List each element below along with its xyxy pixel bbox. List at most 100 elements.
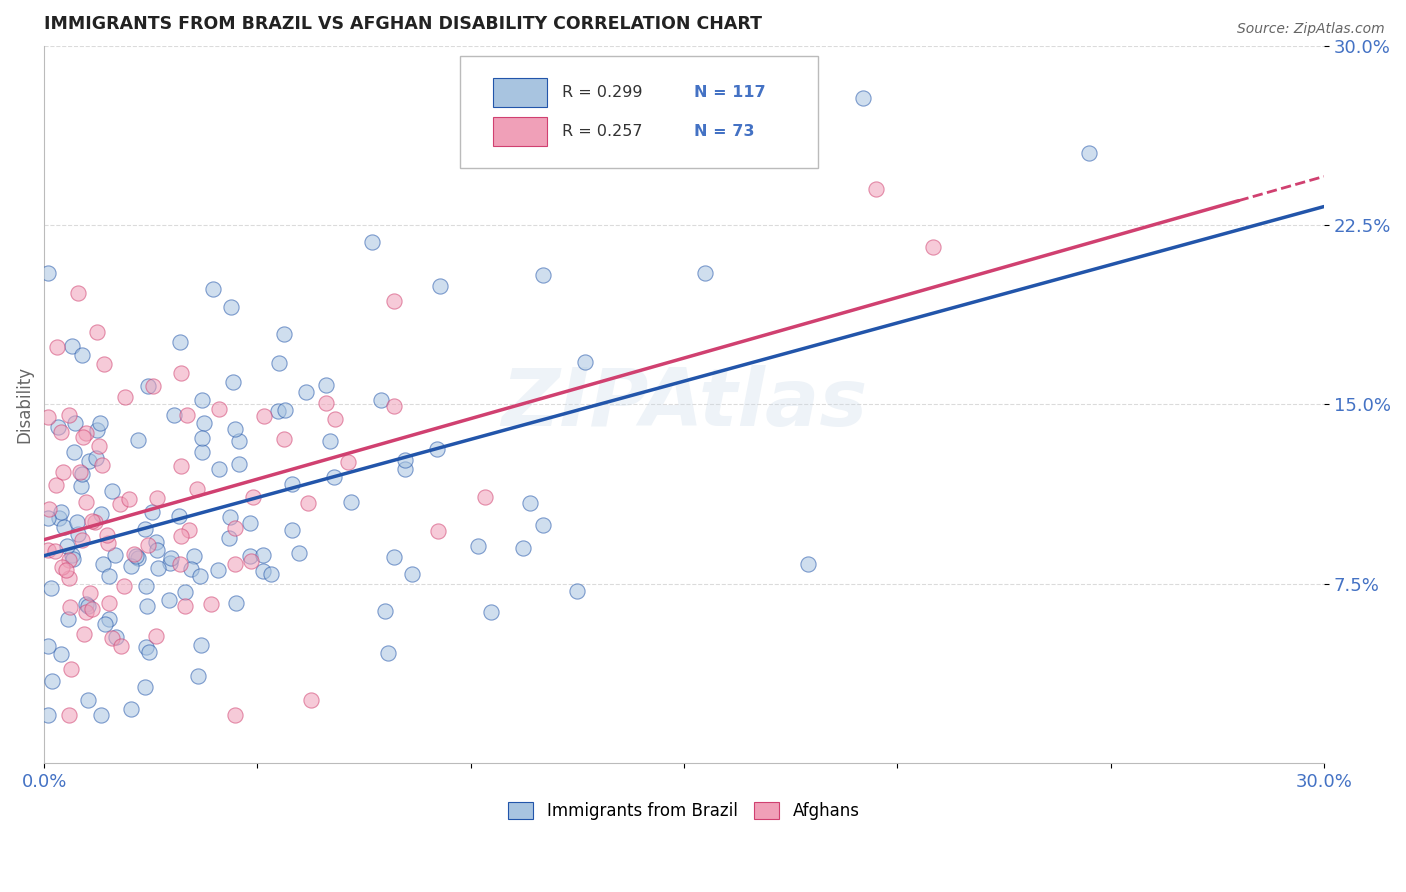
- Point: [96, 527, 118, 541]
- Text: N = 73: N = 73: [695, 124, 755, 139]
- Point: [567, 583, 589, 598]
- Point: [72, 348, 94, 362]
- Point: [53, 520, 76, 534]
- Point: [169, 334, 191, 349]
- Point: [124, 547, 146, 561]
- Point: [219, 300, 242, 314]
- Point: [315, 378, 337, 392]
- Point: [531, 268, 554, 283]
- Point: [58, 571, 80, 585]
- Point: [429, 279, 451, 293]
- Point: [141, 506, 163, 520]
- Point: [188, 569, 211, 583]
- Point: [208, 401, 231, 416]
- Point: [75, 426, 97, 441]
- Point: [58, 708, 80, 723]
- Point: [125, 549, 148, 564]
- Point: [120, 558, 142, 573]
- Point: [112, 579, 135, 593]
- Point: [467, 539, 489, 553]
- Point: [41, 674, 63, 689]
- Point: [157, 592, 180, 607]
- Point: [127, 434, 149, 448]
- Point: [170, 529, 193, 543]
- Point: [97, 535, 120, 549]
- Point: [170, 458, 193, 473]
- FancyBboxPatch shape: [494, 78, 547, 107]
- Text: R = 0.257: R = 0.257: [562, 124, 643, 139]
- Point: [94, 617, 117, 632]
- Point: [183, 549, 205, 563]
- Point: [273, 326, 295, 341]
- Point: [273, 402, 295, 417]
- Point: [66, 515, 89, 529]
- Point: [72, 430, 94, 444]
- Point: [84, 515, 107, 529]
- Point: [118, 491, 141, 506]
- Point: [52, 465, 75, 479]
- Point: [90, 458, 112, 472]
- Point: [66, 286, 89, 301]
- Point: [865, 182, 887, 196]
- Point: [394, 461, 416, 475]
- Text: R = 0.299: R = 0.299: [562, 85, 643, 100]
- Point: [922, 240, 945, 254]
- Point: [401, 567, 423, 582]
- Point: [97, 569, 120, 583]
- Point: [360, 235, 382, 250]
- Point: [60, 339, 83, 353]
- Point: [105, 630, 128, 644]
- Point: [37, 708, 59, 723]
- Point: [382, 550, 405, 565]
- Point: [394, 453, 416, 467]
- Point: [120, 702, 142, 716]
- Point: [80, 514, 103, 528]
- Point: [76, 599, 98, 613]
- Legend: Immigrants from Brazil, Afghans: Immigrants from Brazil, Afghans: [502, 795, 866, 827]
- Point: [87, 439, 110, 453]
- Point: [297, 496, 319, 510]
- Point: [145, 491, 167, 506]
- Point: [90, 508, 112, 522]
- Point: [79, 585, 101, 599]
- Point: [323, 470, 346, 484]
- Point: [299, 693, 322, 707]
- Point: [136, 599, 159, 614]
- Text: ZIPAtlas: ZIPAtlas: [501, 366, 868, 443]
- Point: [136, 379, 159, 393]
- Point: [173, 585, 195, 599]
- Point: [89, 417, 111, 431]
- Point: [574, 354, 596, 368]
- Point: [323, 412, 346, 426]
- Point: [382, 399, 405, 413]
- Point: [63, 416, 86, 430]
- Point: [187, 669, 209, 683]
- Point: [75, 597, 97, 611]
- Point: [252, 548, 274, 562]
- Point: [315, 395, 337, 409]
- Point: [191, 392, 214, 407]
- Point: [269, 356, 291, 370]
- Point: [208, 461, 231, 475]
- Point: [84, 451, 107, 466]
- Point: [37, 639, 59, 653]
- Point: [382, 294, 405, 309]
- Point: [340, 495, 363, 509]
- Point: [63, 445, 86, 459]
- Point: [73, 627, 96, 641]
- Point: [146, 542, 169, 557]
- Point: [58, 408, 80, 422]
- Point: [145, 535, 167, 549]
- Point: [253, 409, 276, 423]
- Point: [224, 708, 246, 723]
- Point: [207, 563, 229, 577]
- Point: [136, 538, 159, 552]
- Point: [159, 556, 181, 570]
- Point: [273, 432, 295, 446]
- FancyBboxPatch shape: [494, 118, 547, 146]
- Point: [51, 560, 73, 574]
- Point: [48, 511, 70, 525]
- Point: [191, 431, 214, 445]
- Point: [101, 483, 124, 498]
- Point: [44, 543, 66, 558]
